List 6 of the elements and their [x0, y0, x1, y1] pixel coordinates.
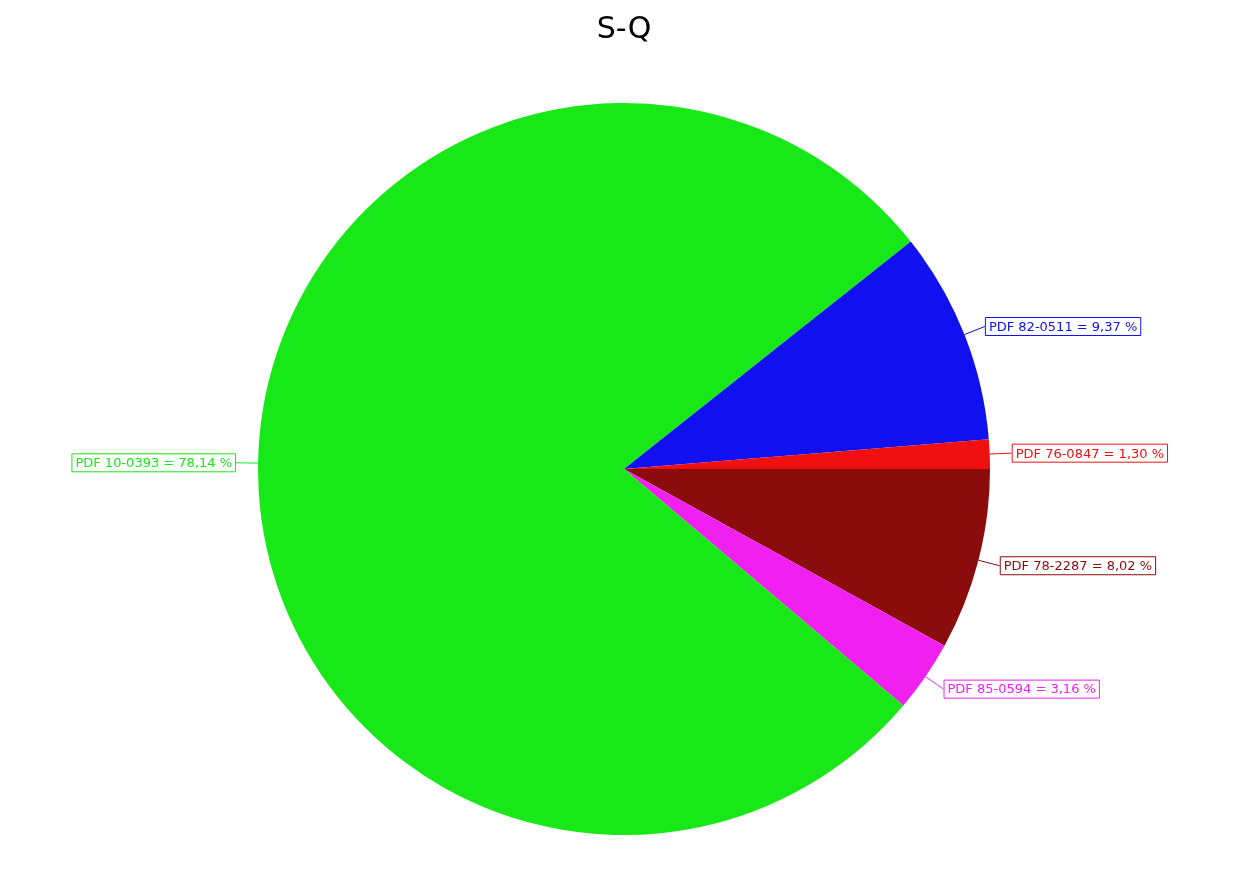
slice-label: PDF 10-0393 = 78,14 %: [75, 455, 233, 471]
slice-label: PDF 76-0847 = 1,30 %: [1015, 445, 1165, 461]
chart-title: S-Q: [596, 9, 652, 45]
slice-label: PDF 85-0594 = 3,16 %: [947, 681, 1096, 697]
slice-label: PDF 78-2287 = 8,02 %: [1003, 558, 1153, 574]
slice-label: PDF 82-0511 = 9,37 %: [988, 318, 1138, 334]
